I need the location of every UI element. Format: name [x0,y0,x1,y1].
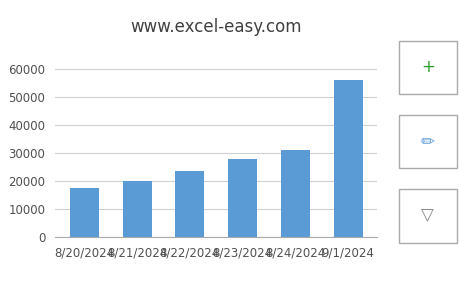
Bar [398,115,456,168]
Bar [333,80,362,237]
Bar [70,188,99,237]
Bar [398,40,456,94]
Text: +: + [420,58,434,76]
Title: www.excel-easy.com: www.excel-easy.com [130,18,301,36]
Text: ▽: ▽ [420,207,433,225]
Bar [175,171,204,237]
Bar [228,159,257,237]
Bar [122,181,151,237]
Text: ✏: ✏ [420,133,434,151]
Bar [280,150,309,237]
Bar [398,190,456,243]
